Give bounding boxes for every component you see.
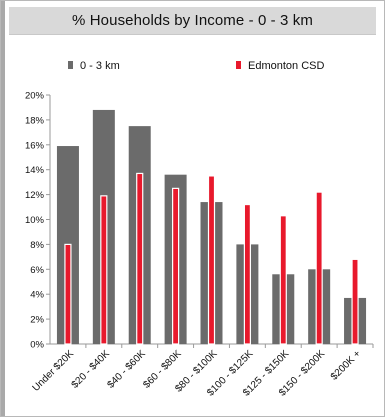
y-tick-label: 8% — [30, 240, 44, 251]
y-tick-label: 0% — [30, 340, 44, 351]
legend-label-0: 0 - 3 km — [80, 60, 120, 72]
legend-swatch-1 — [236, 61, 241, 69]
y-tick-label: 14% — [25, 165, 45, 176]
x-tick-label: Under $20K — [31, 348, 77, 394]
y-tick-label: 4% — [30, 290, 44, 301]
y-tick-label: 16% — [25, 140, 45, 151]
legend-swatch-0 — [68, 61, 73, 69]
y-tick-label: 12% — [25, 190, 45, 201]
y-tick-label: 10% — [25, 215, 45, 226]
y-tick-label: 20% — [25, 91, 45, 102]
bar-edmonton-csd — [172, 187, 180, 345]
bar-edmonton-csd — [315, 191, 323, 345]
x-tick-label: $200K + — [329, 348, 363, 382]
bar-edmonton-csd — [100, 195, 108, 345]
y-tick-label: 18% — [25, 115, 45, 126]
y-tick-label: 6% — [30, 265, 44, 276]
chart-title-bar: % Households by Income - 0 - 3 km — [9, 7, 376, 35]
bar-edmonton-csd — [243, 203, 251, 345]
chart-title: % Households by Income - 0 - 3 km — [72, 12, 313, 29]
bar-edmonton-csd — [64, 243, 72, 345]
bar-edmonton-csd — [207, 175, 216, 345]
y-tick-label: 2% — [30, 315, 44, 326]
legend-label-1: Edmonton CSD — [248, 60, 324, 72]
bar-edmonton-csd — [279, 215, 287, 345]
bar-edmonton-csd — [351, 258, 359, 345]
bar-edmonton-csd — [136, 172, 144, 345]
left-border-strip — [1, 1, 5, 416]
